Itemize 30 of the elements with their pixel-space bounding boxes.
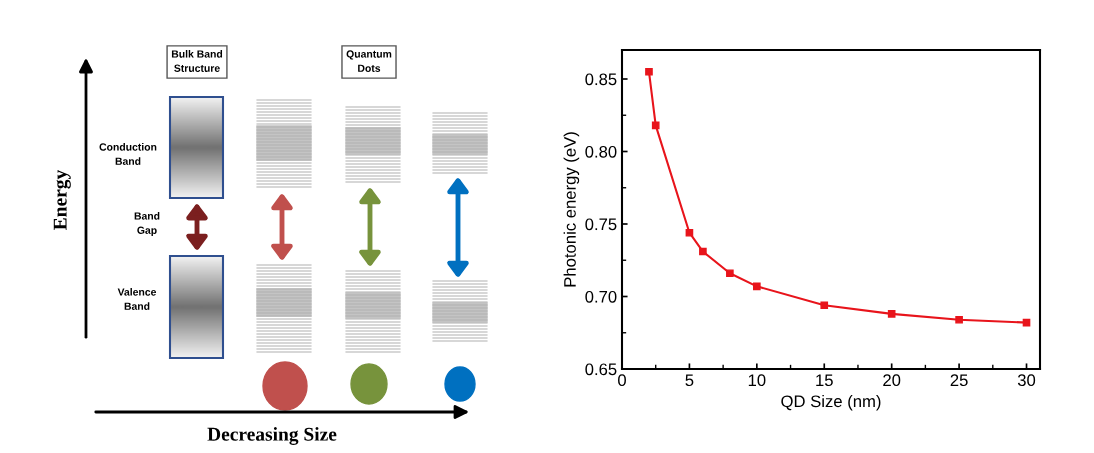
point	[645, 67, 653, 76]
x-tick-label: 25	[950, 374, 968, 387]
text: Decreasing Size	[207, 427, 337, 445]
text: Valence Band	[117, 288, 157, 310]
x-tick-label: 0	[618, 374, 626, 387]
y-axis-title: Photonic energy (eV)	[563, 132, 580, 287]
point	[955, 315, 963, 324]
text: Energy	[53, 169, 71, 230]
point	[753, 282, 761, 291]
x-axis-title: QD Size (nm)	[781, 394, 881, 411]
y-tick-label: 0.65	[585, 363, 617, 376]
y-tick-label: 0.75	[585, 218, 617, 231]
x-tick-label: 10	[748, 374, 766, 387]
x-tick-label: 20	[883, 374, 901, 387]
y-tick-label: 0.85	[585, 73, 617, 86]
point	[651, 121, 660, 130]
x-tick-label: 5	[685, 374, 694, 387]
point	[887, 310, 896, 318]
y-tick-label: 0.80	[585, 145, 617, 158]
text: Quantum Dots	[346, 50, 392, 72]
text: Bulk Band Structure	[171, 50, 223, 72]
point	[685, 228, 694, 237]
x-tick-label: 15	[816, 374, 833, 387]
y-tick-label: 0.70	[585, 290, 617, 303]
point	[726, 269, 734, 278]
text: Conduction Band	[99, 143, 157, 165]
text: Band Gap	[134, 212, 160, 236]
x-tick-label: 30	[1017, 374, 1036, 387]
point	[820, 301, 829, 310]
point	[699, 247, 707, 256]
